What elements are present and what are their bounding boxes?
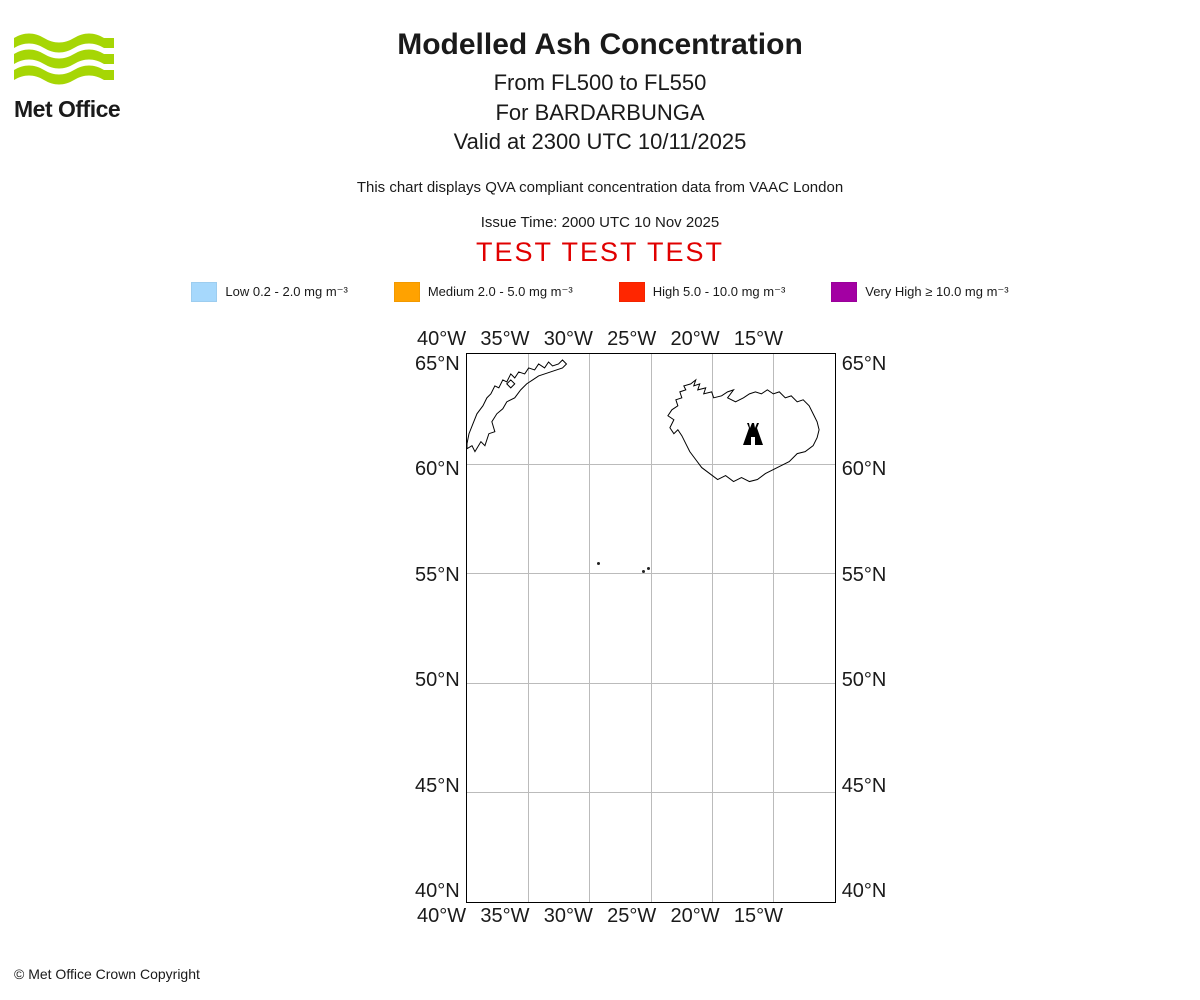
map-left-latitude-labels: 65°N 60°N 55°N 50°N 45°N 40°N <box>415 353 466 903</box>
met-office-wave-icon <box>14 32 114 94</box>
map-body: 65°N 60°N 55°N 50°N 45°N 40°N <box>415 353 785 903</box>
legend-label-medium: Medium 2.0 - 5.0 mg m⁻³ <box>428 284 573 300</box>
legend-swatch-veryhigh <box>831 282 857 302</box>
legend-item-high: High 5.0 - 10.0 mg m⁻³ <box>619 282 786 302</box>
volcano-marker-icon[interactable] <box>737 419 773 445</box>
coastline-outlines <box>467 354 835 902</box>
map-container: 40°W 35°W 30°W 25°W 20°W 15°W 65°N 60°N … <box>415 328 785 928</box>
ash-concentration-map[interactable] <box>466 353 836 903</box>
map-artifact-dot-3 <box>647 567 650 570</box>
met-office-logo: Met Office <box>14 32 124 123</box>
map-bottom-longitude-labels: 40°W 35°W 30°W 25°W 20°W 15°W <box>415 905 785 928</box>
copyright-footer: © Met Office Crown Copyright <box>14 966 200 982</box>
legend-label-high: High 5.0 - 10.0 mg m⁻³ <box>653 284 786 300</box>
report-subtitle-line-0: From FL500 to FL550 <box>0 68 1200 98</box>
concentration-legend: Low 0.2 - 2.0 mg m⁻³ Medium 2.0 - 5.0 mg… <box>0 282 1200 302</box>
issue-time-label: Issue Time: 2000 UTC 10 Nov 2025 <box>0 214 1200 231</box>
report-header: Modelled Ash Concentration From FL500 to… <box>0 0 1200 157</box>
legend-label-veryhigh: Very High ≥ 10.0 mg m⁻³ <box>865 284 1008 300</box>
legend-swatch-high <box>619 282 645 302</box>
report-subtitle-line-2: Valid at 2300 UTC 10/11/2025 <box>0 127 1200 157</box>
report-title: Modelled Ash Concentration <box>0 28 1200 62</box>
legend-label-low: Low 0.2 - 2.0 mg m⁻³ <box>225 284 347 300</box>
map-artifact-dot-1 <box>597 562 600 565</box>
met-office-wordmark: Met Office <box>14 96 124 123</box>
legend-item-low: Low 0.2 - 2.0 mg m⁻³ <box>191 282 347 302</box>
map-artifact-dot-2 <box>642 570 645 573</box>
legend-swatch-medium <box>394 282 420 302</box>
legend-item-medium: Medium 2.0 - 5.0 mg m⁻³ <box>394 282 573 302</box>
chart-description: This chart displays QVA compliant concen… <box>0 179 1200 196</box>
legend-swatch-low <box>191 282 217 302</box>
map-top-longitude-labels: 40°W 35°W 30°W 25°W 20°W 15°W <box>415 328 785 351</box>
legend-item-veryhigh: Very High ≥ 10.0 mg m⁻³ <box>831 282 1008 302</box>
test-banner: TEST TEST TEST <box>0 237 1200 268</box>
map-right-latitude-labels: 65°N 60°N 55°N 50°N 45°N 40°N <box>836 353 887 903</box>
report-subtitle-line-1: For BARDARBUNGA <box>0 98 1200 128</box>
